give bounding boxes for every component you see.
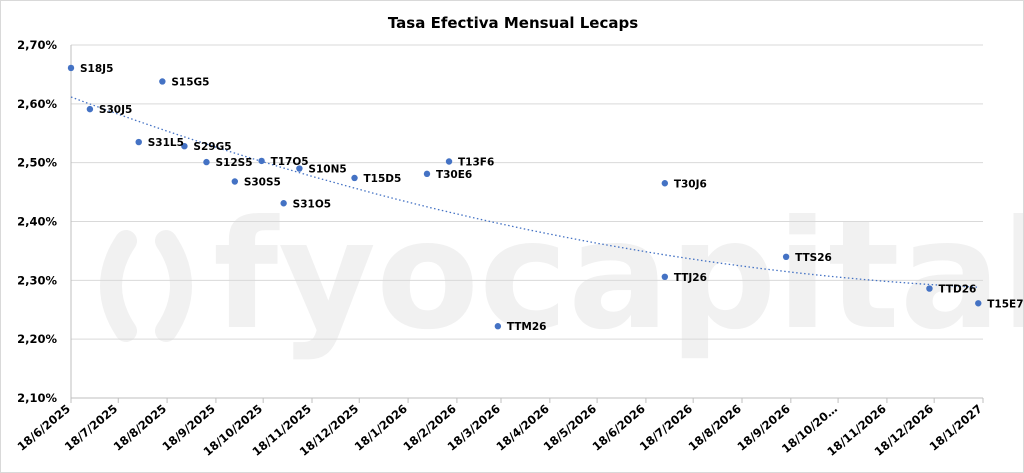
- data-point-label: T30J6: [674, 178, 707, 190]
- data-point-label: S30J5: [99, 104, 132, 116]
- data-point: [231, 178, 239, 185]
- data-point: [86, 105, 94, 113]
- y-tick-label: 2,30%: [17, 273, 57, 287]
- data-point-label: T15D5: [364, 173, 402, 185]
- trendline: [70, 96, 979, 288]
- data-point: [661, 180, 669, 187]
- data-point: [494, 323, 502, 330]
- watermark: fyocapital: [100, 189, 1023, 363]
- data-point-label: T17O5: [271, 156, 309, 168]
- data-point: [135, 138, 142, 146]
- x-tick-label: 18/7/2026: [637, 402, 695, 454]
- data-point-label: S12S5: [215, 157, 252, 169]
- data-point-label: S10N5: [308, 164, 346, 176]
- data-point: [975, 300, 982, 307]
- data-point-label: TTD26: [938, 284, 976, 296]
- y-tick-label: 2,10%: [17, 391, 57, 405]
- x-tick-label: 18/5/2026: [541, 402, 599, 454]
- data-point: [661, 273, 669, 281]
- data-point: [782, 253, 790, 260]
- data-point-label: S29G5: [193, 141, 231, 153]
- x-axis-ticks: 18/6/202518/7/202518/8/202518/9/202518/1…: [15, 398, 985, 459]
- data-point: [159, 78, 166, 85]
- data-point-label: S18J5: [80, 63, 113, 75]
- x-tick-label: 18/7/2025: [62, 402, 120, 454]
- data-point: [258, 157, 265, 165]
- y-axis-ticks: 2,10% 2,20% 2,30% 2,40% 2,50% 2,60% 2,70%: [17, 38, 57, 405]
- y-tick-label: 2,50%: [17, 156, 57, 170]
- data-point-label: S31O5: [293, 198, 331, 210]
- y-tick-label: 2,60%: [17, 97, 57, 111]
- data-points: [67, 64, 982, 330]
- chart-title: Tasa Efectiva Mensual Lecaps: [388, 14, 638, 32]
- x-tick-label: 18/1/2027: [927, 402, 985, 454]
- data-point-label: T15E7: [987, 298, 1023, 310]
- data-point-label: T30E6: [436, 169, 472, 181]
- x-tick-label: 18/8/2026: [686, 402, 744, 454]
- data-point: [280, 200, 287, 207]
- data-point: [926, 285, 933, 292]
- data-point: [203, 158, 210, 166]
- watermark-logo-icon: [155, 230, 192, 342]
- data-point: [296, 165, 303, 172]
- data-point-label: TTS26: [795, 252, 832, 264]
- watermark-text: fyocapital: [213, 189, 1023, 363]
- y-tick-label: 2,20%: [17, 332, 57, 346]
- data-point: [351, 174, 358, 182]
- data-point-label: TTJ26: [674, 272, 707, 284]
- x-tick-label: 18/8/2025: [111, 402, 169, 454]
- data-point: [423, 170, 431, 178]
- data-point-label: S30S5: [244, 176, 281, 188]
- watermark-logo-icon: [100, 230, 137, 342]
- data-point: [181, 142, 188, 150]
- data-point: [67, 64, 75, 72]
- x-tick-label: 18/1/2026: [352, 402, 410, 454]
- data-point-label: S15G5: [171, 76, 209, 88]
- point-labels: S18J5 S30J5 S31L5 S15G5 S29G5 S12S5 S30S5 T17O5…: [80, 63, 1023, 333]
- data-point-label: T13F6: [458, 156, 494, 168]
- grid-lines: [71, 44, 983, 399]
- data-point-label: S31L5: [148, 137, 184, 149]
- y-tick-label: 2,70%: [17, 38, 57, 52]
- trendline-group: [70, 96, 979, 288]
- axes: [70, 45, 983, 399]
- data-point: [445, 158, 453, 165]
- data-point-label: TTM26: [507, 321, 547, 333]
- y-tick-label: 2,40%: [17, 215, 57, 229]
